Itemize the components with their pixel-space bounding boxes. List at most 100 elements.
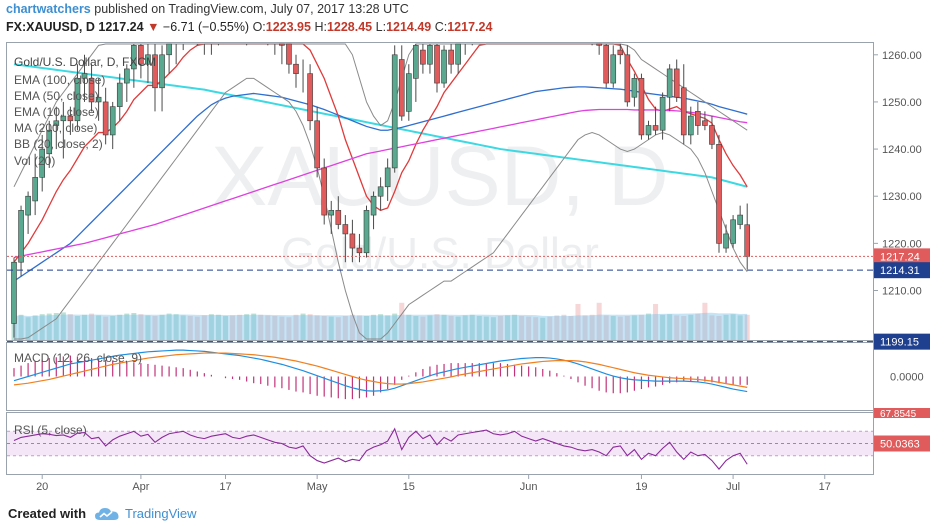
rsi-top-badge: [874, 408, 930, 418]
volume-bar: [681, 316, 687, 340]
created-with-text: Created with: [8, 506, 87, 521]
candle-body: [680, 87, 687, 136]
macd-line: [13, 349, 748, 393]
macd-axis-label: 0.0000: [890, 372, 924, 384]
volume-bar: [674, 315, 680, 340]
candle-body: [596, 43, 602, 46]
candle-body: [307, 73, 313, 122]
tradingview-brand[interactable]: TradingView: [125, 506, 197, 521]
volume-bar: [624, 316, 630, 340]
candle-body: [617, 49, 624, 56]
volume-bar: [89, 313, 95, 340]
chart-canvas[interactable]: XAUUSD, D Gold/U.S. Dollar 1217.241214.3…: [0, 0, 940, 500]
watermark-symbol: XAUUSD, D: [211, 129, 668, 223]
open-label: O:: [252, 20, 266, 34]
volume-bar: [272, 316, 278, 340]
volume-bar: [145, 315, 151, 340]
time-tick-label: Apr: [132, 481, 149, 493]
volume-bar: [67, 314, 73, 340]
candle-body: [60, 115, 67, 122]
volume-bar: [46, 313, 52, 340]
volume-bar: [512, 314, 518, 340]
candle-body: [391, 54, 398, 169]
legend-vol[interactable]: Vol (20): [14, 154, 55, 168]
candle-body: [74, 78, 81, 122]
volume-bar: [462, 315, 468, 340]
legend-ema10[interactable]: EMA (10, close): [14, 105, 99, 119]
bb-upper-line: [13, 43, 748, 188]
volume-bar: [265, 315, 271, 340]
candle-body: [730, 219, 736, 244]
price-axis: 1260.00 1250.00 1240.00 1230.00 1220.00 1210.…: [873, 50, 922, 298]
volume-bar: [420, 316, 426, 340]
price-level-label: 1214.31: [880, 265, 920, 277]
volume-bar: [476, 316, 482, 340]
volume-bar: [455, 316, 461, 340]
volume-bar: [448, 316, 454, 340]
candle-body: [152, 54, 158, 89]
volume-bar: [427, 315, 433, 340]
candle-body: [53, 120, 60, 126]
rsi-label[interactable]: RSI (5, close): [14, 423, 87, 437]
candle-body: [321, 167, 328, 216]
volume-bar: [716, 316, 722, 340]
volume-bar: [554, 315, 560, 340]
volume-bar: [688, 314, 694, 340]
volume-bar: [314, 315, 320, 340]
volume-bar: [110, 316, 116, 340]
high-value: 1228.45: [326, 20, 373, 34]
volume-bar: [152, 316, 158, 340]
volume-bar: [406, 314, 412, 340]
candle-body: [687, 115, 694, 136]
price-tick-label: 1250.00: [882, 97, 922, 109]
volume-bar: [237, 314, 243, 340]
candle-body: [610, 54, 617, 84]
volume-bar: [434, 314, 440, 340]
volume-bar: [279, 316, 285, 340]
candle-body: [652, 125, 659, 131]
volume-bar: [201, 315, 207, 340]
candle-body: [716, 144, 722, 244]
rsi-line: [13, 427, 748, 470]
low-value: 1214.49: [386, 20, 432, 34]
volume-bar: [589, 314, 595, 340]
volume-bar: [568, 316, 574, 340]
time-tick-label: May: [307, 481, 328, 493]
volume-bar: [441, 314, 447, 340]
volume-bar: [617, 316, 623, 340]
macd-signal-line: [13, 352, 748, 388]
volume-bar: [349, 314, 355, 340]
volume-ma-area: [14, 312, 748, 340]
candle-body: [695, 111, 701, 126]
volume-bar: [53, 313, 59, 340]
price-tick-label: 1260.00: [882, 50, 922, 62]
candle-body: [737, 214, 743, 225]
volume-bar: [505, 315, 510, 340]
author-name[interactable]: chartwatchers: [6, 2, 91, 16]
legend-bb[interactable]: BB (20, close, 2): [14, 137, 103, 151]
volume-bar: [180, 315, 186, 340]
symbol-line: FX:XAUUSD, D 1217.24 ▼ −6.71 (−0.55%) O:…: [6, 20, 492, 34]
candle-body: [427, 45, 433, 65]
volume-bar: [603, 315, 609, 340]
volume-bar: [399, 302, 405, 340]
candle-body: [32, 177, 38, 202]
legend-ma200[interactable]: MA (200, close): [14, 121, 97, 135]
candle-body: [67, 115, 74, 122]
candle-body: [455, 43, 461, 65]
candle-body: [81, 73, 88, 79]
ma200-line: [13, 108, 748, 259]
volume-bar: [251, 313, 257, 340]
volume-bar: [173, 314, 179, 340]
macd-label[interactable]: MACD (12, 26, close, 9): [14, 351, 142, 365]
candle-body: [370, 195, 377, 216]
volume-bar: [230, 315, 236, 340]
high-label: H:: [314, 20, 327, 34]
legend-ema50[interactable]: EMA (50, close): [14, 89, 99, 103]
price-level-label: 1199.15: [880, 337, 919, 349]
volume-bar: [723, 314, 729, 340]
legend-ema100[interactable]: EMA (100, close): [14, 73, 105, 87]
volume-bar: [392, 313, 398, 340]
volume-bar: [82, 314, 87, 340]
candle-body: [159, 54, 165, 89]
